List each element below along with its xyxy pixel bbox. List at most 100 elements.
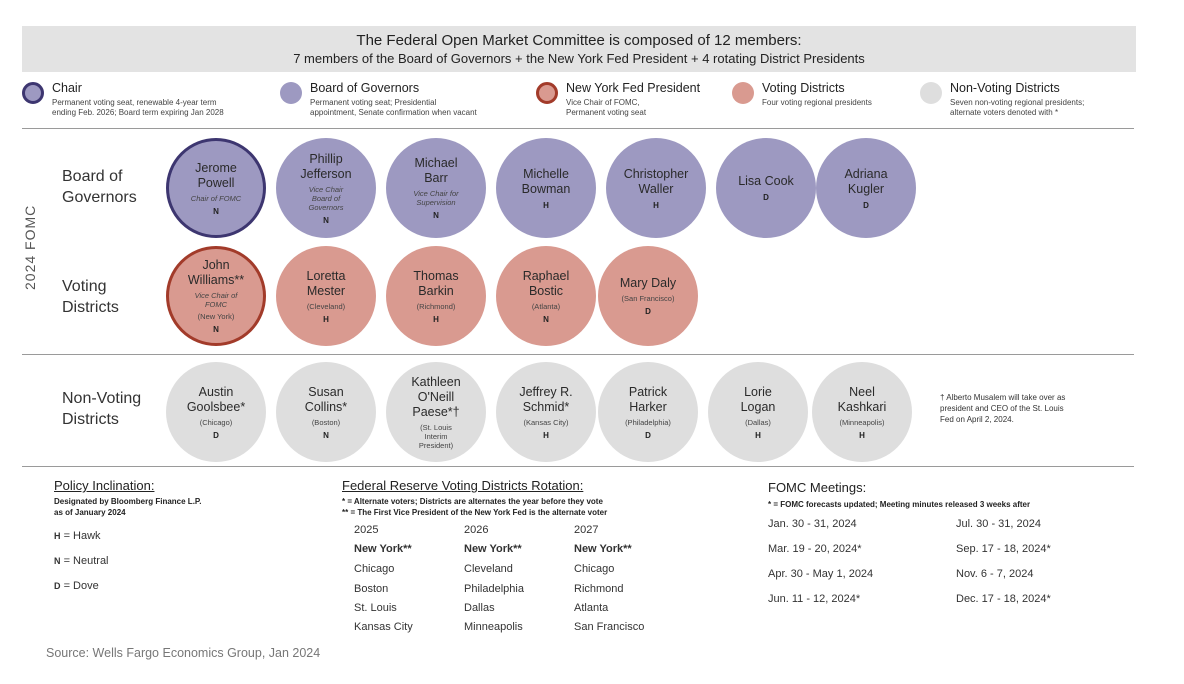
legend-desc: Vice Chair of FOMC, Permanent voting seat (566, 98, 647, 117)
inclination-badge: D (213, 430, 219, 440)
legend-swatch-chair (22, 82, 44, 104)
rotation-district: Atlanta (574, 602, 609, 614)
member-lisa-cook: Lisa Cook D (716, 138, 816, 238)
member-loretta-mester: Loretta Mester (Cleveland) H (276, 246, 376, 346)
inclination-badge: H (323, 314, 329, 324)
member-name: Kathleen (411, 374, 461, 389)
member-michael-barr: Michael Barr Vice Chair for Supervision … (386, 138, 486, 238)
member-name: Susan (308, 384, 344, 399)
legend-swatch-voting (732, 82, 754, 104)
member-name: Logan (740, 399, 776, 414)
member-name: Jerome (195, 160, 237, 175)
rotation-year: 2027 (574, 524, 599, 536)
rotation-district: Boston (354, 583, 389, 595)
rotation-district: Richmond (574, 583, 624, 595)
fomc-year-label: 2024 FOMC (22, 204, 38, 290)
rotation-note: * = Alternate voters; Districts are alte… (342, 497, 608, 517)
member-name: Barkin (418, 283, 454, 298)
legend-desc: Permanent voting seat, renewable 4-year … (52, 98, 224, 117)
rotation-district: New York** (464, 543, 522, 555)
member-adriana-kugler: Adriana Kugler D (816, 138, 916, 238)
inclination-badge: N (323, 215, 329, 225)
member-name: O'Neill (417, 389, 455, 404)
footnote-musalem: † Alberto Musalem will take over as pres… (940, 393, 1066, 424)
meeting-date: Mar. 19 - 20, 2024* (768, 543, 862, 555)
member-christopher-waller: Christopher Waller H (606, 138, 706, 238)
divider (22, 354, 1134, 355)
title-line-2: 7 members of the Board of Governors + th… (293, 51, 865, 66)
member-role: Vice Chair of FOMC (194, 291, 238, 309)
policy-item-hawk: H = Hawk (54, 530, 101, 542)
rotation-title: Federal Reserve Voting Districts Rotatio… (342, 478, 584, 493)
policy-item-dove: D = Dove (54, 580, 99, 592)
inclination-badge: N (213, 206, 219, 216)
member-name: Thomas (413, 268, 459, 283)
rotation-district: Dallas (464, 602, 495, 614)
row-label-nonvoting: Non-Voting Districts (62, 390, 142, 428)
policy-note: Designated by Bloomberg Finance L.P. as o… (54, 497, 202, 517)
member-name: Jeffrey R. (519, 384, 573, 399)
member-jeffrey-schmid: Jeffrey R. Schmid* (Kansas City) H (496, 362, 596, 462)
member-michelle-bowman: Michelle Bowman H (496, 138, 596, 238)
member-austin-goolsbee: Austin Goolsbee* (Chicago) D (166, 362, 266, 462)
member-name: Phillip (309, 151, 343, 166)
member-city: (Philadelphia) (625, 417, 671, 427)
member-name: Mary Daly (619, 276, 677, 290)
member-jerome-powell: Jerome Powell Chair of FOMC N (166, 138, 266, 238)
member-name: Christopher (623, 166, 689, 181)
member-city: (Kansas City) (523, 417, 569, 427)
rotation-year: 2026 (464, 524, 489, 536)
title-banner: The Federal Open Market Committee is com… (22, 26, 1136, 72)
member-name: Waller (638, 181, 674, 196)
member-city: (Minneapolis) (839, 417, 885, 427)
rotation-district: Philadelphia (464, 583, 524, 595)
member-role: Chair of FOMC (190, 193, 242, 203)
member-lorie-logan: Lorie Logan (Dallas) H (708, 362, 808, 462)
policy-item-neutral: N = Neutral (54, 555, 109, 567)
inclination-badge: N (433, 211, 439, 220)
inclination-badge: N (213, 325, 219, 334)
member-name: Austin (198, 384, 234, 399)
inclination-badge: N (323, 430, 329, 440)
member-name: John (202, 258, 230, 272)
member-city: (Cleveland) (306, 301, 346, 311)
legend-title: Chair (52, 81, 82, 95)
member-city: (Richmond) (416, 301, 456, 311)
rotation-district: St. Louis (354, 602, 397, 614)
title-line-1: The Federal Open Market Committee is com… (356, 32, 802, 49)
meeting-date: Jul. 30 - 31, 2024 (956, 518, 1042, 530)
inclination-badge: D (645, 307, 651, 316)
rotation-district: New York** (574, 543, 632, 555)
member-name: Neel (849, 384, 875, 399)
member-name: Kugler (847, 181, 885, 196)
member-city: (Chicago) (199, 417, 233, 427)
row-label-voting: Voting Districts (62, 278, 119, 316)
inclination-badge: H (755, 430, 761, 440)
member-name: Lisa Cook (738, 174, 794, 188)
legend-swatch-governors (280, 82, 302, 104)
inclination-badge: D (763, 193, 769, 202)
rotation-district: Minneapolis (464, 621, 523, 633)
member-name: Harker (629, 399, 667, 414)
legend-desc: Permanent voting seat; Presidential appoi… (310, 98, 477, 117)
member-neel-kashkari: Neel Kashkari (Minneapolis) H (812, 362, 912, 462)
member-name: Loretta (306, 268, 346, 283)
legend-swatch-nonvoting (920, 82, 942, 104)
inclination-badge: D (863, 200, 869, 210)
rotation-district: Chicago (354, 563, 395, 575)
meeting-date: Jun. 11 - 12, 2024* (768, 593, 861, 605)
rotation-district: Kansas City (354, 621, 413, 633)
member-name: Collins* (304, 399, 348, 414)
rotation-district: Chicago (574, 563, 615, 575)
member-city: (Atlanta) (531, 301, 561, 311)
rotation-district: San Francisco (574, 621, 645, 633)
divider (22, 466, 1134, 467)
member-city: (St. Louis Interim President) (418, 422, 454, 450)
policy-title: Policy Inclination: (54, 478, 155, 493)
member-kathleen-oneill-paese: Kathleen O'Neill Paese*† (St. Louis Inte… (386, 362, 486, 462)
inclination-badge: D (645, 430, 651, 440)
meetings-note: * = FOMC forecasts updated; Meeting minu… (768, 500, 1031, 509)
meeting-date: Apr. 30 - May 1, 2024 (768, 568, 874, 580)
member-role: Vice Chair for Supervision (413, 189, 459, 207)
member-susan-collins: Susan Collins* (Boston) N (276, 362, 376, 462)
